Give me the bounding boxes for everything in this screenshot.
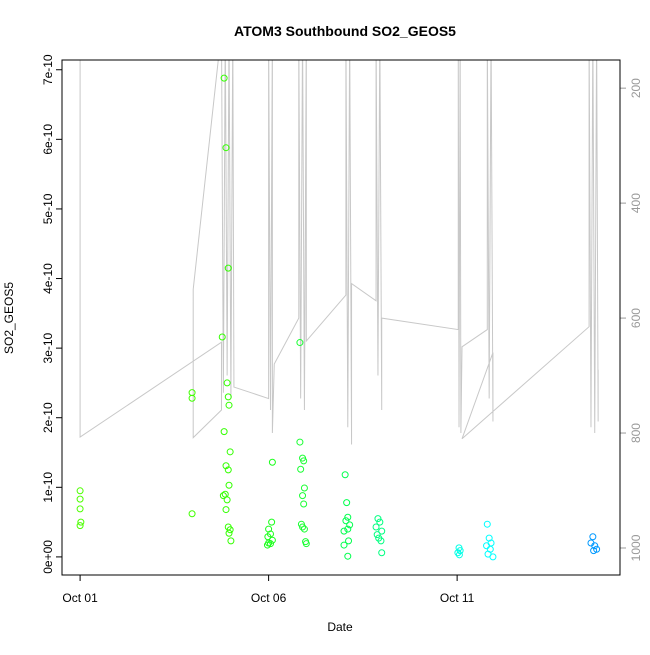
data-point [219, 492, 227, 500]
plot-frame [61, 59, 621, 576]
data-point [224, 264, 232, 272]
y-tick-label: 3e-10 [41, 332, 55, 363]
altitude-line [79, 60, 599, 445]
data-point [591, 542, 599, 550]
chart-title: ATOM3 Southbound SO2_GEOS5 [234, 23, 456, 39]
data-point [76, 495, 84, 503]
data-point [218, 333, 226, 341]
data-point [263, 541, 271, 549]
data-point [341, 471, 349, 479]
data-point [302, 540, 310, 548]
data-point [220, 428, 228, 436]
y-tick-label: 6e-10 [41, 124, 55, 155]
data-point [373, 531, 381, 539]
x-tick-label: Oct 01 [62, 591, 98, 605]
data-point [268, 518, 276, 526]
data-point [590, 547, 598, 555]
data-point [297, 465, 305, 473]
y-tick-label: 5e-10 [41, 193, 55, 224]
x-tick-label: Oct 06 [251, 591, 287, 605]
points-group [76, 74, 601, 561]
data-point [222, 506, 230, 514]
data-point [483, 520, 491, 528]
data-point [344, 513, 352, 521]
y-tick-label: 4e-10 [41, 263, 55, 294]
axes: Oct 01 Oct 06 Oct 11 0e+00 1e-10 2e-10 3e-10 4e… [41, 54, 643, 605]
data-point [483, 542, 491, 550]
data-point [188, 394, 196, 402]
y-axis-label: SO2_GEOS5 [2, 282, 16, 354]
data-point [300, 484, 308, 492]
data-point [343, 499, 351, 507]
data-point [377, 537, 385, 545]
data-point [188, 510, 196, 518]
data-point [268, 458, 276, 466]
data-point [374, 515, 382, 523]
data-point [225, 529, 233, 537]
data-point [340, 527, 348, 535]
right-tick-label: 200 [629, 78, 643, 98]
data-point [296, 339, 304, 347]
data-point [226, 526, 234, 534]
data-point [378, 527, 386, 535]
right-tick-label: 1000 [629, 534, 643, 561]
x-tick-label: Oct 11 [440, 591, 475, 605]
data-point [222, 144, 230, 152]
data-point [77, 518, 85, 526]
data-point [76, 522, 84, 530]
data-point [372, 523, 380, 531]
data-point [299, 492, 307, 500]
data-point [299, 523, 307, 531]
data-point [223, 496, 231, 504]
data-point [76, 487, 84, 495]
data-point [344, 552, 352, 560]
y-tick-label: 0e+00 [41, 540, 55, 574]
right-tick-label: 400 [629, 193, 643, 213]
y-tick-label: 7e-10 [41, 54, 55, 85]
data-point [300, 457, 308, 465]
data-point [224, 393, 232, 401]
data-point [340, 541, 348, 549]
data-point [296, 438, 304, 446]
data-point [300, 500, 308, 508]
data-point [225, 401, 233, 409]
right-tick-label: 600 [629, 308, 643, 328]
y-tick-label: 2e-10 [41, 402, 55, 433]
data-point [220, 74, 228, 82]
data-point [223, 379, 231, 387]
x-axis-label: Date [327, 620, 353, 634]
data-point [589, 533, 597, 541]
data-point [454, 549, 462, 557]
data-point [226, 448, 234, 456]
data-point [346, 521, 354, 529]
data-point [76, 505, 84, 513]
data-point [342, 517, 350, 525]
data-point [224, 466, 232, 474]
data-point [378, 549, 386, 557]
data-point [456, 547, 464, 555]
y-tick-label: 1e-10 [41, 472, 55, 503]
data-point [344, 525, 352, 533]
data-point [222, 462, 230, 470]
data-point [225, 481, 233, 489]
data-point [489, 553, 497, 561]
data-point [345, 537, 353, 545]
right-tick-label: 800 [629, 423, 643, 443]
data-point [455, 551, 463, 559]
data-point [376, 518, 384, 526]
altitude-line-group [79, 60, 599, 445]
data-point [227, 537, 235, 545]
data-point [300, 525, 308, 533]
